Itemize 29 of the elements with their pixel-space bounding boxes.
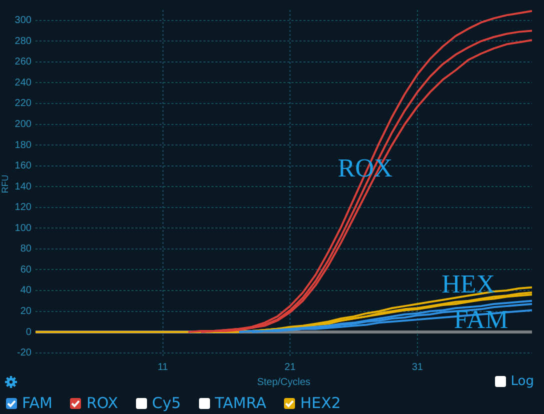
y-tick-label: 240 — [14, 77, 32, 88]
legend-label: ROX — [86, 394, 118, 412]
annotation: HEX — [442, 270, 496, 299]
y-tick-label: 100 — [14, 222, 32, 234]
y-tick-label: 280 — [14, 36, 32, 47]
y-tick-label: 260 — [14, 56, 32, 68]
y-tick-label: 80 — [20, 244, 32, 255]
y-tick-label: 20 — [20, 306, 32, 318]
y-tick-label: 220 — [14, 98, 32, 110]
x-tick-label: 31 — [412, 362, 424, 373]
text: Log — [510, 374, 534, 389]
x-tick-label: 11 — [158, 362, 168, 373]
x-axis-title: Step/Cycles — [257, 376, 310, 388]
y-axis-title: RFU — [0, 174, 10, 194]
y-tick-label: 60 — [20, 264, 32, 276]
x-tick-label: 21 — [284, 362, 296, 373]
y-tick-label: 300 — [14, 15, 32, 26]
y-tick-label: -20 — [17, 348, 32, 359]
y-tick-label: 160 — [14, 160, 32, 172]
y-tick-label: 40 — [20, 285, 32, 296]
y-tick-label: 180 — [14, 140, 32, 151]
y-tick-label: 0 — [26, 326, 32, 338]
legend-label: TAMRA — [214, 394, 266, 412]
legend-label: Cy5 — [152, 394, 181, 412]
y-tick-label: 120 — [14, 202, 32, 214]
legend-label: HEX2 — [300, 394, 341, 412]
legend-label: FAM — [22, 394, 52, 412]
y-tick-label: 140 — [14, 181, 32, 192]
y-tick-label: 200 — [14, 119, 32, 130]
